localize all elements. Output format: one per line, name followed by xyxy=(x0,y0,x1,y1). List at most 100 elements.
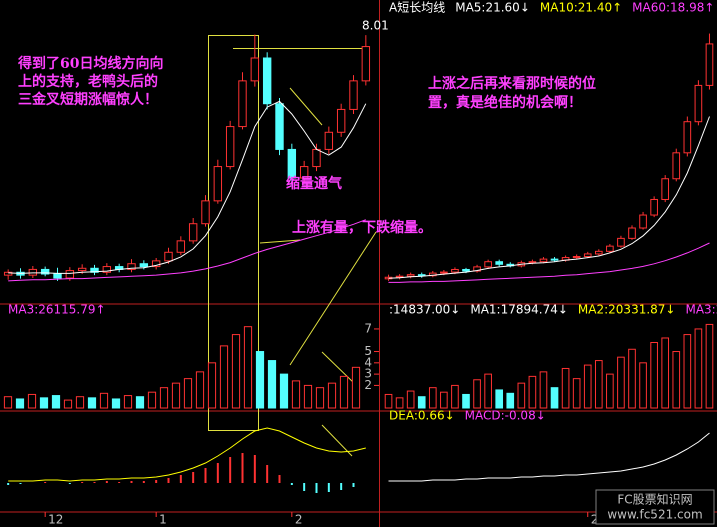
volume-bar xyxy=(561,367,570,409)
volume-bar xyxy=(231,334,241,409)
candle-body xyxy=(299,166,309,179)
arrow xyxy=(289,231,377,366)
volume-bar xyxy=(183,378,193,409)
volume-bar xyxy=(255,351,265,409)
header-text: MA5:21.60↓ xyxy=(455,1,530,15)
volume-bar xyxy=(243,326,253,409)
candle-body xyxy=(628,227,636,239)
header-text: A短长均线 xyxy=(389,1,445,15)
volume-bar xyxy=(683,334,692,409)
y-tick-label: 3 xyxy=(364,367,372,381)
volume-bar xyxy=(303,384,313,409)
annotation: 得到了60日均线方向向 xyxy=(17,55,163,72)
candle-body xyxy=(238,80,247,128)
volume-bar xyxy=(395,397,404,409)
volume-bar xyxy=(628,348,636,409)
candle-body xyxy=(324,131,334,150)
x-tick-label: 2 xyxy=(591,513,599,527)
header-text: :14837.00↓ xyxy=(389,303,460,317)
candle-body xyxy=(473,266,481,272)
volume-bar xyxy=(583,364,592,409)
annotation: 缩量通气 xyxy=(286,175,342,192)
volume-bar xyxy=(594,360,603,409)
annotation: 8.01 xyxy=(362,19,389,33)
candle-body xyxy=(594,250,603,255)
candle-body xyxy=(139,263,149,268)
candle-body xyxy=(349,80,358,110)
candle-body xyxy=(617,237,625,247)
candle-body xyxy=(572,256,581,259)
volume-bar xyxy=(327,382,337,409)
y-tick-label: 7 xyxy=(364,321,372,335)
candle-body xyxy=(164,251,173,262)
volume-bar xyxy=(606,373,614,409)
header-text: MA2:20331.87↓ xyxy=(578,303,676,317)
watermark-text: FC股票知识网 xyxy=(617,493,692,507)
header-text: DEA:0.66↓ xyxy=(389,409,455,423)
line-series xyxy=(388,116,710,279)
candle-body xyxy=(262,57,272,105)
candle-body xyxy=(287,148,297,179)
highlight-box xyxy=(208,35,259,431)
volume-bar xyxy=(207,362,217,409)
candle-body xyxy=(694,84,703,123)
candle-body xyxy=(495,261,504,265)
volume-bar xyxy=(39,397,49,409)
candle-body xyxy=(683,121,692,154)
volume-bar xyxy=(473,379,481,409)
annotation: 置，真是绝佳的机会啊！ xyxy=(428,94,582,111)
volume-bar xyxy=(267,360,277,409)
candle-body xyxy=(451,268,459,273)
x-tick-label: 2 xyxy=(295,513,303,527)
header-text: MA1:17894.74↓ xyxy=(470,303,568,317)
volume-bar xyxy=(506,392,515,409)
volume-bar xyxy=(661,337,670,409)
candle-body xyxy=(528,261,537,264)
candle-body xyxy=(3,271,13,276)
header-text: MA3:25512.91 xyxy=(685,303,717,317)
volume-bar xyxy=(572,378,581,409)
arrow xyxy=(259,239,301,244)
line-series xyxy=(388,242,710,283)
volume-bar xyxy=(339,375,349,409)
candle-body xyxy=(606,245,614,252)
volume-bar xyxy=(63,399,73,409)
arrow xyxy=(321,351,357,386)
volume-bar xyxy=(617,356,625,409)
line-series xyxy=(8,427,366,482)
line-series xyxy=(388,432,710,482)
volume-bar xyxy=(550,387,559,409)
volume-bar xyxy=(75,396,85,409)
candle-body xyxy=(639,214,647,229)
candle-body xyxy=(127,263,136,270)
volume-bar xyxy=(51,395,61,409)
x-tick-label: 1 xyxy=(159,513,167,527)
volume-bar xyxy=(27,393,37,409)
header-text: MA10:21.40↑ xyxy=(540,1,622,15)
candle-body xyxy=(583,253,592,258)
candle-body xyxy=(312,148,321,168)
candle-body xyxy=(176,240,186,253)
volume-bar xyxy=(528,375,537,409)
candle-body xyxy=(705,43,714,86)
candle-body xyxy=(484,261,492,268)
candle-body xyxy=(336,108,346,133)
volume-bar xyxy=(219,345,229,409)
volume-bar xyxy=(147,391,157,409)
candle-body xyxy=(225,126,235,168)
volume-bar xyxy=(451,384,459,409)
arrow xyxy=(289,87,323,126)
candle-body xyxy=(440,271,448,274)
volume-bar xyxy=(517,382,526,409)
volume-bar xyxy=(406,390,415,409)
volume-bar xyxy=(495,389,504,409)
annotation: 上涨之后再来看那时候的位 xyxy=(428,75,596,92)
y-tick-label: 4 xyxy=(364,355,372,369)
volume-bar xyxy=(484,373,492,409)
annotation: 三金叉短期涨幅惊人！ xyxy=(18,91,158,108)
volume-bar xyxy=(159,387,169,409)
volume-bar xyxy=(291,380,301,409)
volume-bar xyxy=(384,393,393,409)
candle-body xyxy=(361,46,371,82)
